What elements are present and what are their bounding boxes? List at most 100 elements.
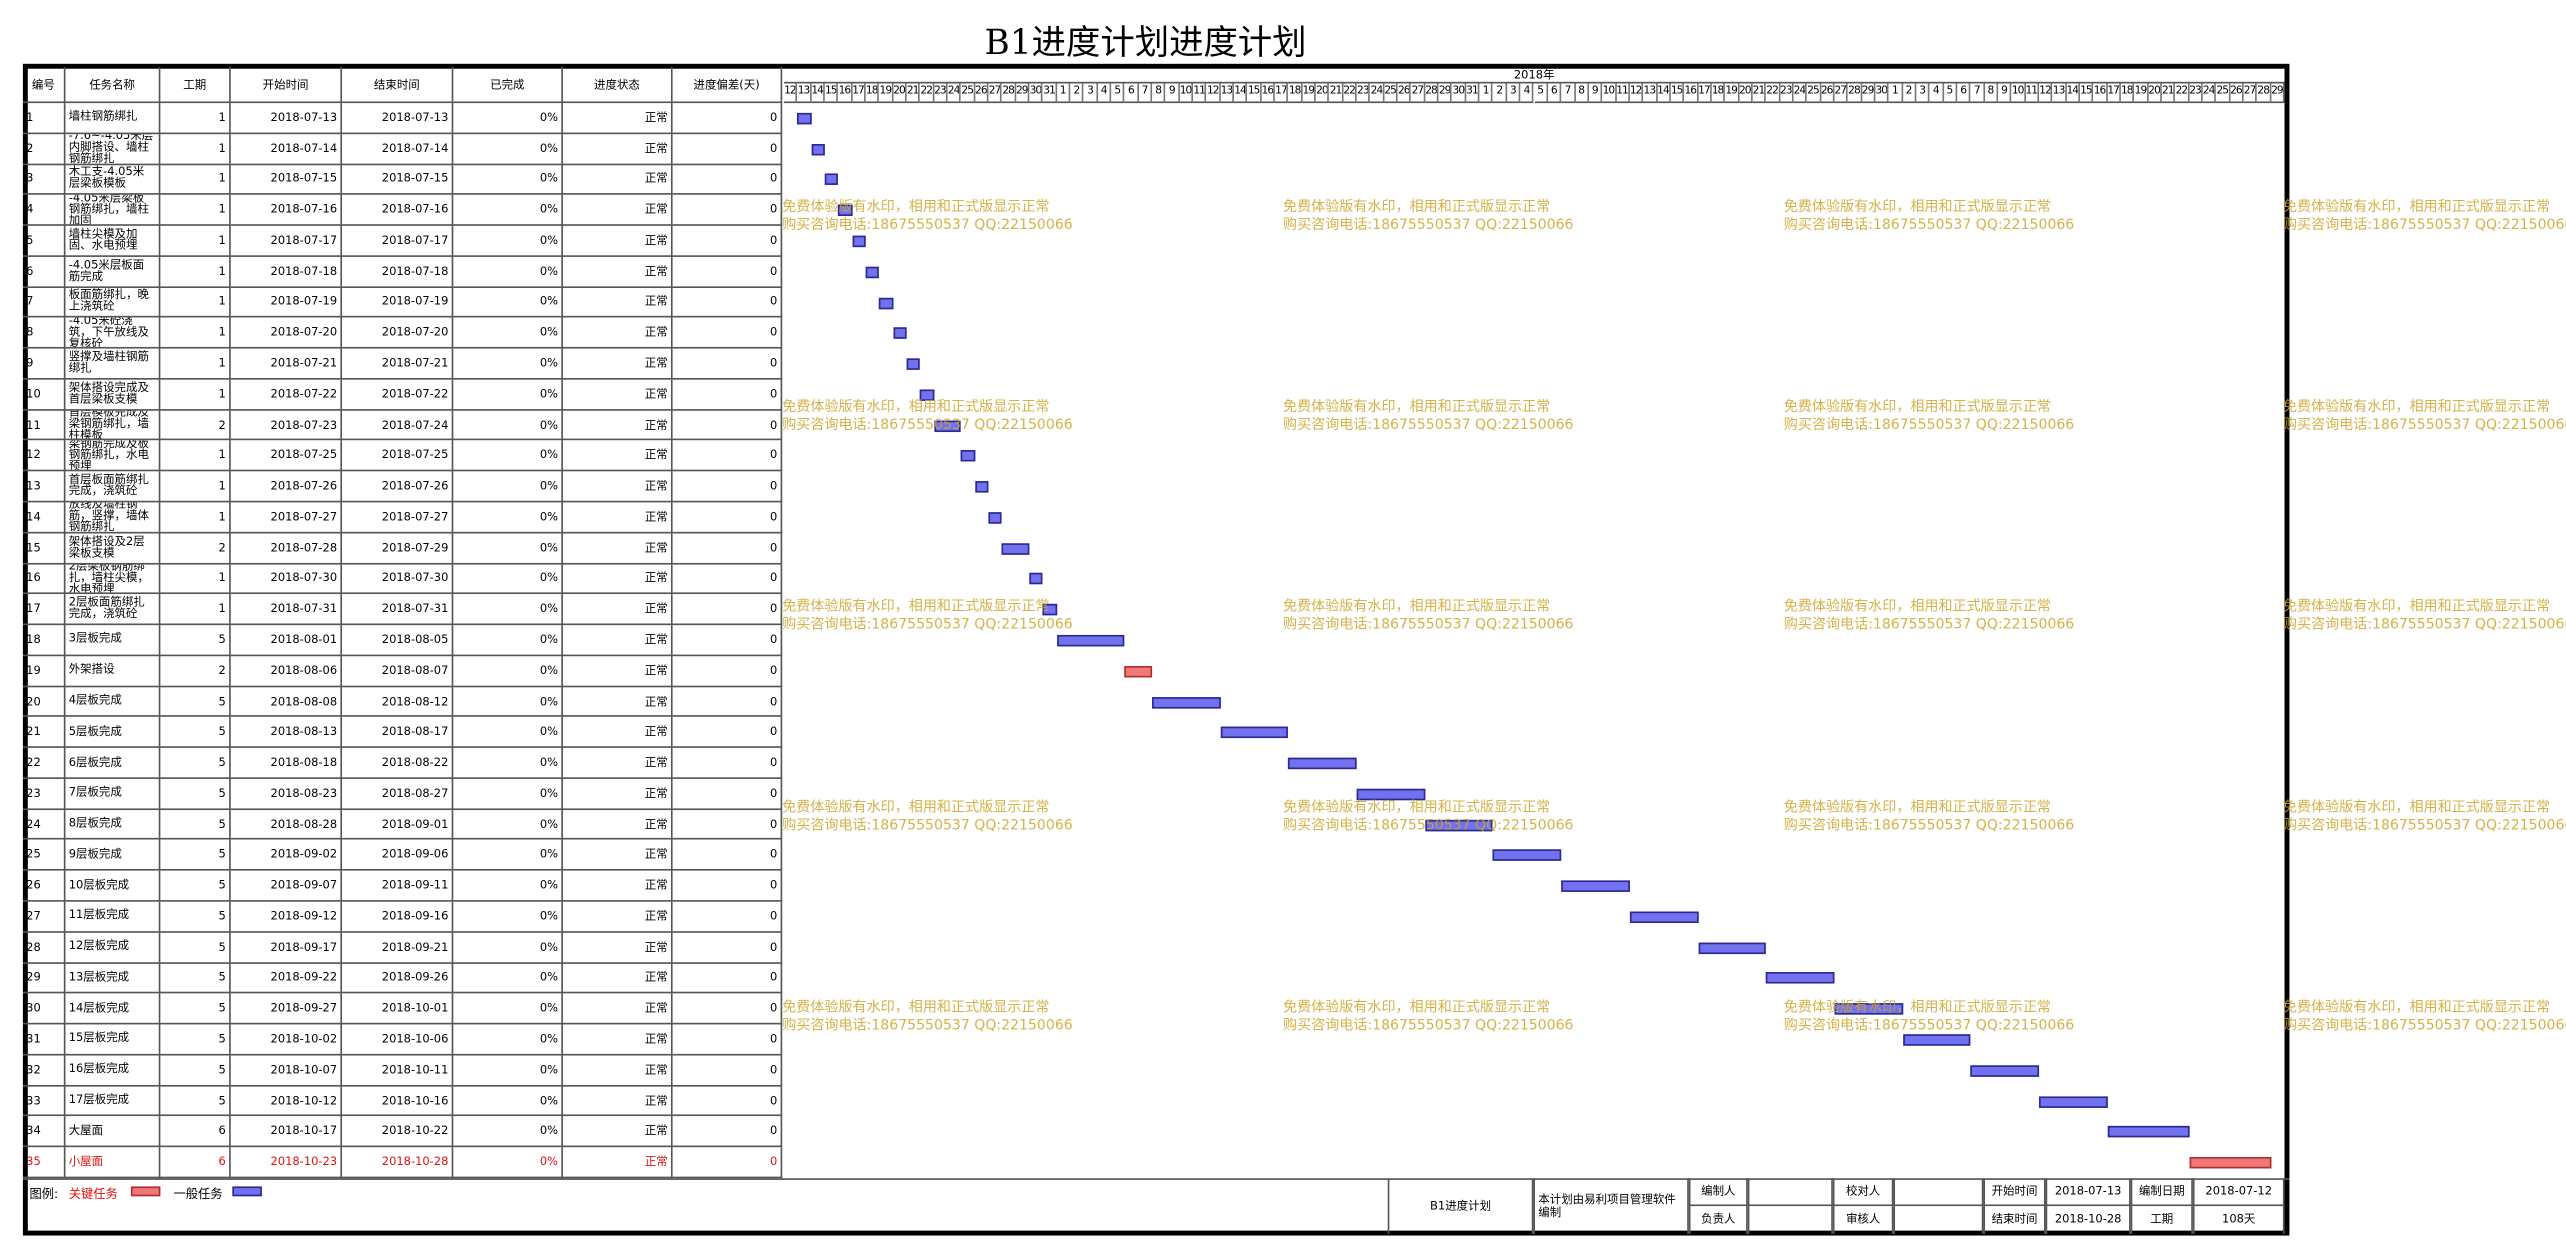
day-label: 23 [2189,83,2203,104]
table-cell: 0% [453,901,563,933]
day-label: 2 [1070,83,1084,104]
table-cell: 0% [453,471,563,503]
table-cell: 2018-08-22 [342,748,454,779]
table-cell: 0 [672,993,783,1025]
table-cell: 2018-07-31 [342,594,454,626]
title: B1进度计划进度计划 [984,22,1307,63]
table-cell: 2018-10-23 [230,1147,343,1179]
gantt-bar [1697,942,1767,954]
table-cell: 板面筋绑扎，晚上浇筑砼 [65,287,161,319]
watermark: 免费体验版有水印，相用和正式版显示正常 [1783,999,2051,1017]
table-cell: 29 [22,963,66,994]
table-cell: 5 [160,778,231,810]
table-cell: 0 [672,318,783,349]
day-label: 19 [879,83,893,104]
table-cell: 0% [453,871,563,902]
table-cell: 2层梁板钢筋绑扎，墙柱尖模，水电预埋 [65,563,161,595]
table-cell: 2018-10-01 [342,993,454,1025]
footer-cell: 108天 [2192,1205,2285,1234]
table-cell: 30 [22,993,66,1025]
day-label: 18 [865,83,880,104]
day-label: 14 [2066,83,2080,104]
legend-normal: 一般任务 [173,1186,223,1202]
table-cell: 0% [453,195,563,226]
table-cell: 正常 [562,287,673,319]
footer-cell [1747,1178,1833,1206]
table-cell: 2018-07-13 [230,103,343,134]
table-cell: 2018-10-17 [230,1116,343,1148]
watermark: 购买咨询电话:18675550537 QQ:22150066 [2282,817,2566,834]
watermark: 购买咨询电话:18675550537 QQ:22150066 [782,616,1073,633]
table-cell: 1 [160,103,231,134]
day-label: 27 [1411,83,1426,104]
day-label: 4 [1929,83,1944,104]
table-cell: 2018-09-06 [342,840,454,871]
footer-cell: 审核人 [1832,1205,1894,1234]
table-cell: 2018-10-06 [342,1024,454,1056]
watermark: 购买咨询电话:18675550537 QQ:22150066 [2282,1017,2566,1034]
table-cell: 0 [672,1024,783,1056]
table-cell: 0 [672,379,783,411]
table-cell: 0% [453,287,563,319]
table-cell: 34 [22,1116,66,1148]
footer-cell: 结束时间 [1983,1205,2046,1234]
table-cell: 2018-08-05 [342,625,454,656]
table-cell: 2018-07-20 [230,318,343,349]
table-cell: 0 [672,840,783,871]
watermark: 免费体验版有水印，相用和正式版显示正常 [1783,399,2051,416]
gantt-bar [893,327,907,340]
table-cell: 2018-10-07 [230,1055,343,1087]
table-cell: 放线及墙柱钢筋，竖撑，墙体钢筋绑扎 [65,502,161,534]
table-cell: 15层板完成 [65,1024,161,1056]
table-cell: 0 [672,686,783,718]
header-cell: 任务名称 [65,67,161,104]
table-cell: 6层板完成 [65,748,161,779]
watermark: 购买咨询电话:18675550537 QQ:22150066 [2282,216,2566,234]
table-cell: 0 [672,287,783,319]
table-cell: 2018-09-01 [342,809,454,841]
table-cell: 2018-08-27 [342,778,454,810]
table-cell: 正常 [562,195,673,226]
day-label: 5 [1943,83,1958,104]
table-cell: 1 [160,471,231,503]
day-label: 23 [933,83,948,104]
day-label: 25 [1384,83,1398,104]
table-cell: 0% [453,993,563,1025]
header-cell: 工期 [160,67,231,104]
table-cell: 2018-09-02 [230,840,343,871]
watermark: 购买咨询电话:18675550537 QQ:22150066 [1783,616,2075,633]
table-cell: 28 [22,932,66,964]
day-label: 25 [1807,83,1821,104]
day-label: 26 [1820,83,1835,104]
gantt-bar [2107,1126,2190,1138]
table-cell: 5 [160,871,231,902]
table-cell: 正常 [562,533,673,564]
watermark: 购买咨询电话:18675550537 QQ:22150066 [782,216,1073,234]
table-cell: 20 [22,686,66,718]
year-label: 2018年 [783,67,2285,84]
table-cell: 2018-07-22 [342,379,454,411]
table-cell: 2018-07-29 [342,533,454,564]
table-cell: 2018-07-15 [230,164,343,196]
table-cell: 0% [453,625,563,656]
table-cell: 2018-07-19 [342,287,454,319]
table-cell: 正常 [562,318,673,349]
table-cell: 正常 [562,1024,673,1056]
gantt-bar [879,297,893,309]
table-cell: 正常 [562,932,673,964]
table-cell: 0 [672,103,783,134]
day-label: 29 [1015,83,1030,104]
day-label: 6 [1957,83,1971,104]
table-cell: 26 [22,871,66,902]
table-cell: 1 [160,502,231,534]
gantt-bar [2038,1095,2108,1108]
table-cell: 正常 [562,471,673,503]
watermark: 免费体验版有水印，相用和正式版显示正常 [1283,598,1551,616]
table-cell: 架体搭设及2层梁板支模 [65,533,161,564]
table-cell: 正常 [562,1147,673,1179]
table-cell: 2018-08-13 [230,717,343,749]
table-cell: 12 [22,440,66,472]
table-cell: 2018-07-23 [230,410,343,441]
table-cell: 3 [22,164,66,196]
day-label: 2 [1902,83,1917,104]
